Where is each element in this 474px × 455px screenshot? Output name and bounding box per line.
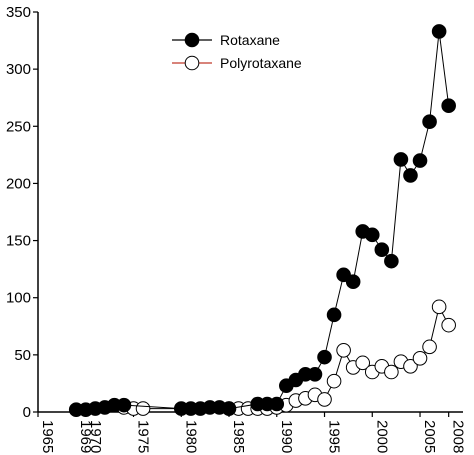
data-point — [384, 253, 399, 269]
x-tick-label: 1969 — [77, 420, 94, 453]
data-point — [393, 152, 409, 167]
data-point — [317, 349, 332, 365]
x-tick-label: 1965 — [39, 420, 56, 453]
data-point — [422, 339, 437, 355]
data-point — [326, 373, 342, 389]
data-point — [412, 350, 428, 366]
y-tick-label: 350 — [6, 4, 31, 21]
data-point — [384, 364, 399, 380]
data-point — [412, 153, 428, 168]
x-tick-label: 2000 — [373, 420, 390, 453]
x-tick-label: 1985 — [230, 420, 247, 453]
data-point — [441, 98, 456, 114]
y-tick-label: 250 — [6, 118, 31, 135]
y-tick-label: 200 — [6, 175, 31, 192]
series-layer — [68, 24, 456, 418]
data-point — [441, 317, 456, 333]
x-tick-label: 1970 — [87, 420, 104, 453]
data-point — [403, 168, 418, 183]
y-tick-label: 150 — [6, 233, 31, 250]
y-tick-label: 50 — [14, 347, 31, 364]
x-tick-label: 2008 — [450, 420, 467, 453]
data-point — [431, 299, 447, 315]
series-line — [76, 31, 450, 411]
data-point — [221, 401, 237, 416]
legend-label: Rotaxane — [220, 32, 280, 48]
data-point — [269, 396, 285, 412]
y-tick-label: 300 — [6, 61, 31, 78]
data-point — [336, 342, 351, 358]
data-point — [345, 274, 361, 290]
x-tick-label: 2005 — [421, 420, 438, 453]
legend-marker — [184, 55, 200, 71]
data-point — [326, 307, 342, 323]
legend: Rotaxane Polyrotaxane — [172, 32, 302, 71]
data-point — [431, 24, 447, 39]
legend-marker — [184, 32, 200, 48]
x-tick-label: 1980 — [182, 420, 199, 453]
data-point — [355, 355, 371, 371]
data-point — [364, 227, 380, 243]
data-point — [317, 392, 332, 407]
data-point — [135, 401, 151, 416]
data-point — [116, 397, 132, 413]
data-point — [307, 366, 323, 382]
x-tick-label: 1995 — [326, 420, 343, 453]
x-tick-label: 1975 — [135, 420, 152, 453]
y-tick-label: 100 — [6, 290, 31, 307]
data-point — [403, 358, 418, 374]
series-polyrotaxane — [116, 299, 456, 416]
x-tick-label: 1990 — [278, 420, 295, 453]
legend-label: Polyrotaxane — [220, 55, 302, 71]
data-point — [422, 114, 437, 130]
series-rotaxane — [68, 24, 456, 418]
y-tick-label: 0 — [23, 404, 31, 421]
data-point — [374, 242, 390, 258]
